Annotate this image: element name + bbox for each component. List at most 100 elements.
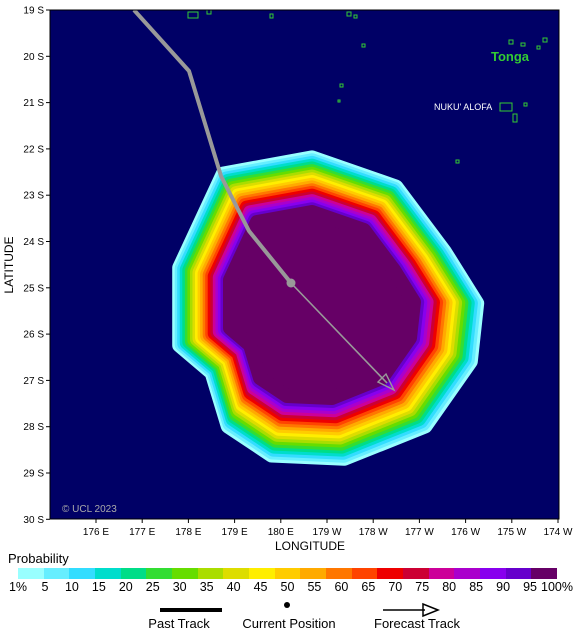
lon-tick-label: 177 E [129, 527, 155, 538]
colorbar-tick-label: 1% [8, 580, 28, 594]
colorbar-swatch [403, 568, 429, 579]
colorbar-swatch [454, 568, 481, 579]
island [337, 99, 341, 103]
island [206, 10, 212, 15]
island [353, 14, 358, 19]
colorbar-tick-label: 95 [523, 580, 537, 594]
lat-tick-label: 19 S [23, 6, 44, 17]
legend-title: Probability [8, 551, 69, 566]
probability-colorbar [18, 568, 558, 579]
past-track [132, 10, 293, 285]
lon-tick-label: 180 E [268, 527, 294, 538]
colorbar-tick-label: 85 [469, 580, 484, 594]
colorbar-swatch [43, 568, 70, 579]
colorbar-swatch [18, 568, 44, 579]
colorbar-tick-label: 100% [541, 580, 573, 594]
colorbar-swatch [249, 568, 275, 579]
colorbar-swatch [69, 568, 96, 579]
colorbar-swatch [531, 568, 558, 579]
colorbar-swatch [120, 568, 147, 579]
colorbar-tick-labels: 1% 5 10 15 20 25 30 35 40 45 50 55 60 65 70 75 80 85 90 95 1… [0, 580, 580, 596]
lat-tick-label: 25 S [23, 283, 44, 294]
lon-tick-label: 179 W [313, 527, 342, 538]
longitude-axis: 176 E 177 E 178 E 179 E 180 E 179 W 178 W 177 W… [83, 519, 573, 538]
colorbar-tick-label: 40 [226, 580, 241, 594]
colorbar-swatch [505, 568, 532, 579]
colorbar-tick-label: 5 [41, 580, 49, 594]
forecast-arrowhead [376, 372, 396, 392]
forecast-track-legend-arrow [422, 602, 441, 618]
current-position-label: Current Position [242, 616, 336, 631]
colorbar-tick-label: 90 [496, 580, 511, 594]
lat-tick-label: 29 S [23, 469, 44, 480]
island [269, 13, 274, 19]
map-panel: Tonga NUKU' ALOFA © UCL 2023 19 S 20 S 21 … [2, 6, 573, 554]
y-axis-label: LATITUDE [2, 236, 16, 293]
island [361, 43, 366, 48]
colorbar-swatch [326, 568, 352, 579]
colorbar-swatch [274, 568, 301, 579]
lat-tick-label: 22 S [23, 144, 44, 155]
lat-tick-label: 20 S [23, 52, 44, 63]
island [499, 102, 513, 112]
map-frame [49, 9, 560, 520]
lon-tick-label: 177 W [405, 527, 434, 538]
colorbar-tick-label: 70 [388, 580, 403, 594]
capital-label: NUKU' ALOFA [434, 102, 492, 112]
colorbar-tick-label: 30 [172, 580, 187, 594]
island [455, 159, 460, 164]
probability-map: Tonga NUKU' ALOFA © UCL 2023 19 S 20 S 21 … [2, 6, 573, 554]
current-position-legend-dot [284, 602, 290, 608]
islands [187, 10, 548, 164]
island [187, 11, 199, 19]
lat-tick-label: 26 S [23, 330, 44, 341]
forecast-track-label: Forecast Track [374, 616, 460, 631]
lon-tick-label: 175 W [497, 527, 526, 538]
colorbar-swatch [146, 568, 173, 579]
colorbar-swatch [95, 568, 121, 579]
copyright-label: © UCL 2023 [62, 504, 117, 515]
colorbar-tick-label: 65 [361, 580, 376, 594]
colorbar-swatch [377, 568, 404, 579]
x-axis-label: LONGITUDE [275, 539, 345, 553]
colorbar-tick-label: 20 [118, 580, 133, 594]
lat-tick-label: 24 S [23, 237, 44, 248]
colorbar-swatch [428, 568, 455, 579]
latitude-axis: 19 S 20 S 21 S 22 S 23 S 24 S 25 S 26 S 27 S 28 S… [23, 6, 50, 526]
lat-tick-label: 30 S [23, 515, 44, 526]
forecast-track [290, 282, 388, 384]
lon-tick-label: 176 W [451, 527, 480, 538]
current-position-marker [286, 278, 296, 288]
lat-tick-label: 28 S [23, 422, 44, 433]
probability-swath [172, 150, 485, 466]
lon-tick-label: 176 E [83, 527, 109, 538]
country-label: Tonga [491, 49, 530, 64]
colorbar-swatch [480, 568, 506, 579]
colorbar-tick-label: 50 [280, 580, 295, 594]
colorbar-swatch [300, 568, 327, 579]
colorbar-tick-label: 75 [415, 580, 430, 594]
past-track-label: Past Track [148, 616, 210, 631]
lon-tick-label: 178 E [175, 527, 201, 538]
colorbar-tick-label: 10 [64, 580, 79, 594]
lat-tick-label: 21 S [23, 98, 44, 109]
island [520, 42, 526, 47]
island [508, 39, 514, 45]
colorbar-swatch [172, 568, 198, 579]
lat-tick-label: 23 S [23, 191, 44, 202]
lon-tick-label: 179 E [222, 527, 248, 538]
island [536, 45, 541, 50]
colorbar-tick-label: 15 [91, 580, 106, 594]
island [346, 11, 352, 17]
probability-band [223, 205, 421, 405]
colorbar-tick-label: 80 [442, 580, 457, 594]
colorbar-tick-label: 35 [199, 580, 214, 594]
colorbar-tick-label: 55 [307, 580, 322, 594]
lat-tick-label: 27 S [23, 376, 44, 387]
lon-tick-label: 178 W [359, 527, 388, 538]
colorbar-swatch [197, 568, 224, 579]
island [512, 113, 518, 123]
colorbar-tick-label: 60 [334, 580, 349, 594]
colorbar-swatch [351, 568, 378, 579]
colorbar-swatch [223, 568, 250, 579]
